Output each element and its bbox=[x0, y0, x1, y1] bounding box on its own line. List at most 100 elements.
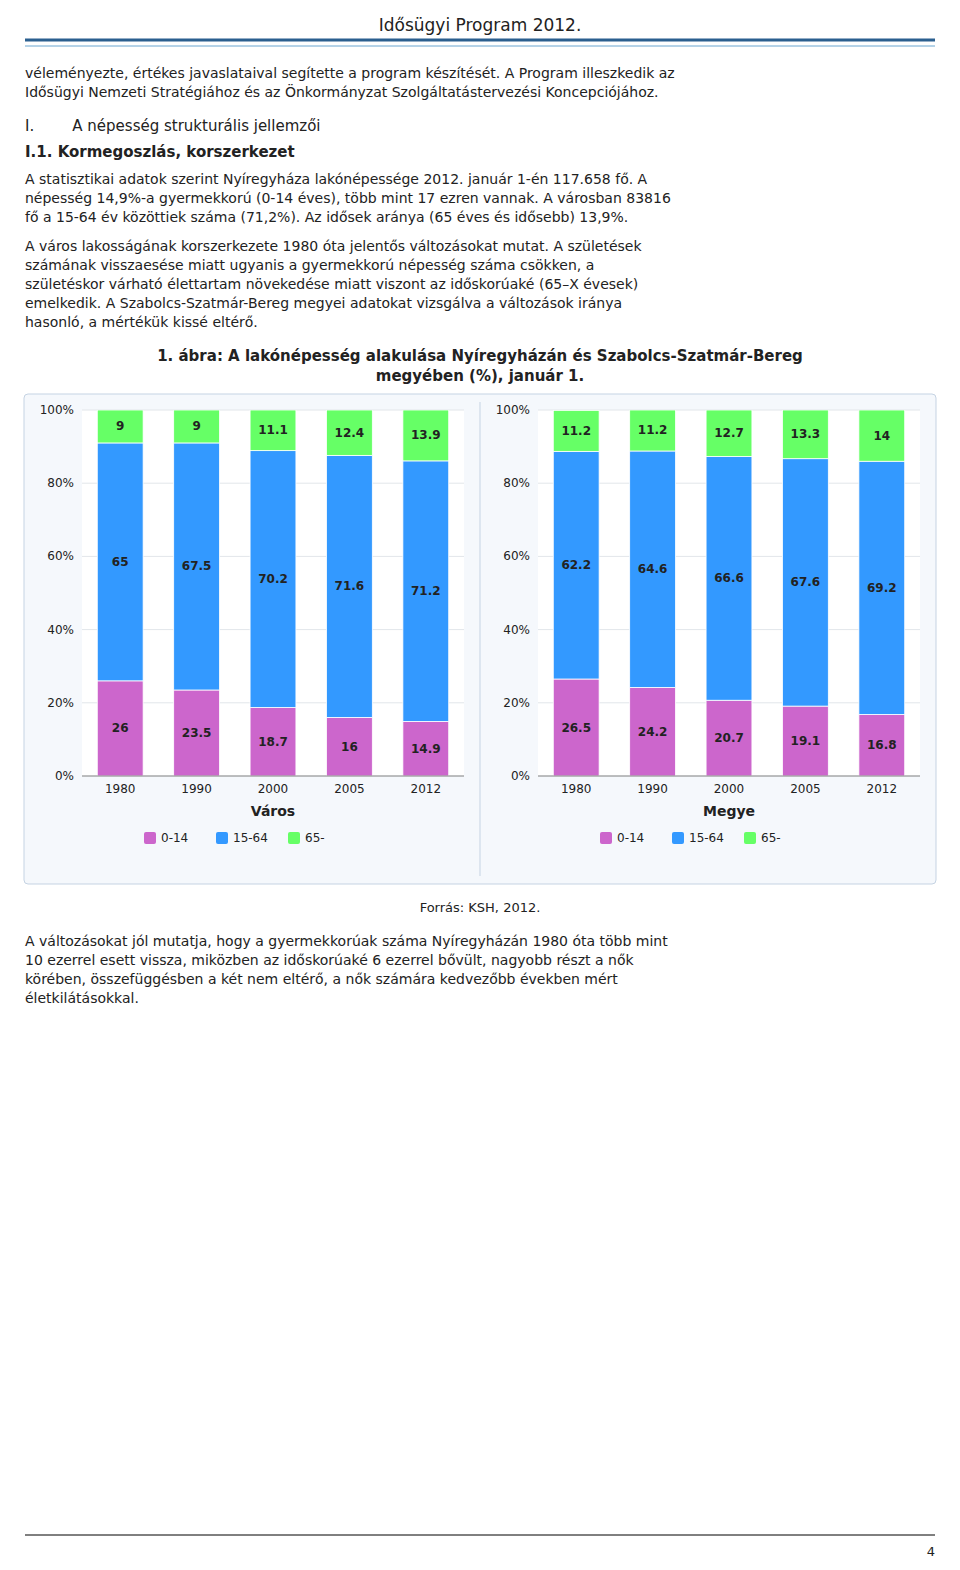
page: Idősügyi Program 2012.véleményezte, érté… bbox=[0, 0, 960, 1570]
bar-segment bbox=[782, 706, 828, 776]
data-label: 26.5 bbox=[561, 721, 591, 735]
x-tick-label: 2000 bbox=[714, 782, 745, 796]
panel-divider bbox=[480, 402, 481, 876]
bars bbox=[553, 410, 904, 776]
figure-title: megyében (%), január 1. bbox=[376, 367, 584, 385]
y-tick-label: 20% bbox=[47, 696, 74, 710]
legend-swatch bbox=[144, 832, 156, 844]
chart-panel: 0%20%40%60%80%100%2665923.567.5918.770.2… bbox=[40, 403, 464, 845]
body-text: hasonló, a mértékük kissé eltérő. bbox=[25, 314, 258, 330]
bar-segment bbox=[326, 455, 372, 717]
bar-segment bbox=[859, 715, 905, 776]
legend-entry: 15-64 bbox=[689, 831, 724, 845]
body-text: emelkedik. A Szabolcs-Szatmár-Bereg megy… bbox=[25, 295, 622, 311]
body-text: fő a 15-64 év közöttiek száma (71,2%). A… bbox=[25, 209, 628, 225]
data-label: 66.6 bbox=[714, 571, 744, 585]
bar-segment bbox=[97, 681, 143, 776]
bar-segment bbox=[553, 410, 599, 451]
x-tick-label: 1980 bbox=[561, 782, 592, 796]
y-tick-label: 20% bbox=[503, 696, 530, 710]
footer-rule bbox=[25, 1535, 935, 1536]
data-label: 65 bbox=[112, 555, 129, 569]
data-label: 62.2 bbox=[561, 558, 591, 572]
bar-segment bbox=[250, 410, 296, 451]
data-label: 16.8 bbox=[867, 738, 897, 752]
header-rule bbox=[25, 39, 935, 42]
body-text: népesség 14,9%-a gyermekkorú (0-14 éves)… bbox=[25, 190, 671, 206]
bar-segment bbox=[403, 721, 449, 776]
body-text: életkilátásokkal. bbox=[25, 990, 139, 1006]
bar-segment bbox=[250, 708, 296, 776]
bar-segment bbox=[326, 717, 372, 776]
data-label: 14.9 bbox=[411, 742, 441, 756]
data-label: 19.1 bbox=[791, 734, 821, 748]
x-tick-label: 2012 bbox=[411, 782, 442, 796]
bar-segment bbox=[630, 451, 676, 687]
page-number: 4 bbox=[927, 1544, 935, 1559]
y-tick-label: 100% bbox=[496, 403, 530, 417]
grid-line bbox=[538, 776, 920, 777]
legend-swatch bbox=[288, 832, 300, 844]
grid-line bbox=[82, 776, 464, 777]
plot-area bbox=[538, 410, 920, 776]
bar-segment bbox=[250, 451, 296, 708]
y-tick-label: 100% bbox=[40, 403, 74, 417]
legend-swatch bbox=[672, 832, 684, 844]
bar-segment bbox=[403, 410, 449, 461]
data-label: 9 bbox=[116, 419, 124, 433]
bar-segment bbox=[630, 687, 676, 776]
x-axis-label: Város bbox=[251, 803, 295, 819]
legend: 0-14 15-64 65- bbox=[600, 831, 781, 845]
x-tick-label: 2005 bbox=[790, 782, 821, 796]
data-label: 11.2 bbox=[638, 423, 668, 437]
legend-swatch bbox=[744, 832, 756, 844]
page-background bbox=[0, 0, 960, 1570]
legend-entry: 65- bbox=[761, 831, 781, 845]
data-label: 70.2 bbox=[258, 572, 288, 586]
data-label: 12.4 bbox=[335, 426, 365, 440]
data-label: 20.7 bbox=[714, 731, 744, 745]
legend-swatch bbox=[216, 832, 228, 844]
section-title: I. A népesség strukturális jellemzői bbox=[25, 117, 321, 135]
data-label: 71.2 bbox=[411, 584, 441, 598]
data-labels: 2665923.567.5918.770.211.11671.612.414.9… bbox=[112, 419, 441, 755]
bar-segment bbox=[630, 410, 676, 451]
body-text: születéskor várható élettartam növekedés… bbox=[25, 276, 638, 292]
bar-segment bbox=[403, 461, 449, 722]
bar-segment bbox=[326, 410, 372, 455]
x-tick-label: 2000 bbox=[258, 782, 289, 796]
plot-area bbox=[82, 410, 464, 776]
bar-segment bbox=[553, 451, 599, 679]
x-tick-label: 1980 bbox=[105, 782, 136, 796]
body-text: A változásokat jól mutatja, hogy a gyerm… bbox=[25, 933, 668, 949]
source-note: Forrás: KSH, 2012. bbox=[420, 900, 541, 915]
data-label: 24.2 bbox=[638, 725, 668, 739]
data-label: 16 bbox=[341, 740, 358, 754]
data-label: 13.9 bbox=[411, 428, 441, 442]
legend-swatch bbox=[600, 832, 612, 844]
bar-segment bbox=[174, 443, 220, 690]
legend-entry: 65- bbox=[305, 831, 325, 845]
data-label: 11.2 bbox=[561, 424, 591, 438]
y-tick-label: 0% bbox=[55, 769, 74, 783]
data-label: 9 bbox=[192, 419, 200, 433]
x-tick-label: 2005 bbox=[334, 782, 365, 796]
legend-entry: 0-14 bbox=[617, 831, 644, 845]
header-rule bbox=[25, 46, 935, 47]
y-tick-label: 80% bbox=[47, 476, 74, 490]
bar-segment bbox=[174, 410, 220, 443]
x-axis-label: Megye bbox=[703, 803, 755, 819]
legend-entry: 15-64 bbox=[233, 831, 268, 845]
y-tick-label: 0% bbox=[511, 769, 530, 783]
data-label: 14 bbox=[873, 429, 890, 443]
y-tick-label: 60% bbox=[503, 549, 530, 563]
y-tick-label: 80% bbox=[503, 476, 530, 490]
body-text: 10 ezerrel esett vissza, miközben az idő… bbox=[25, 952, 634, 968]
bar-segment bbox=[859, 461, 905, 714]
data-label: 23.5 bbox=[182, 726, 212, 740]
data-labels: 26.562.211.224.264.611.220.766.612.719.1… bbox=[561, 423, 896, 752]
legend: 0-1415-6465- bbox=[144, 831, 325, 845]
x-tick-label: 1990 bbox=[181, 782, 212, 796]
body-text: számának visszaesése miatt ugyanis a gye… bbox=[25, 257, 594, 273]
data-label: 64.6 bbox=[638, 562, 668, 576]
